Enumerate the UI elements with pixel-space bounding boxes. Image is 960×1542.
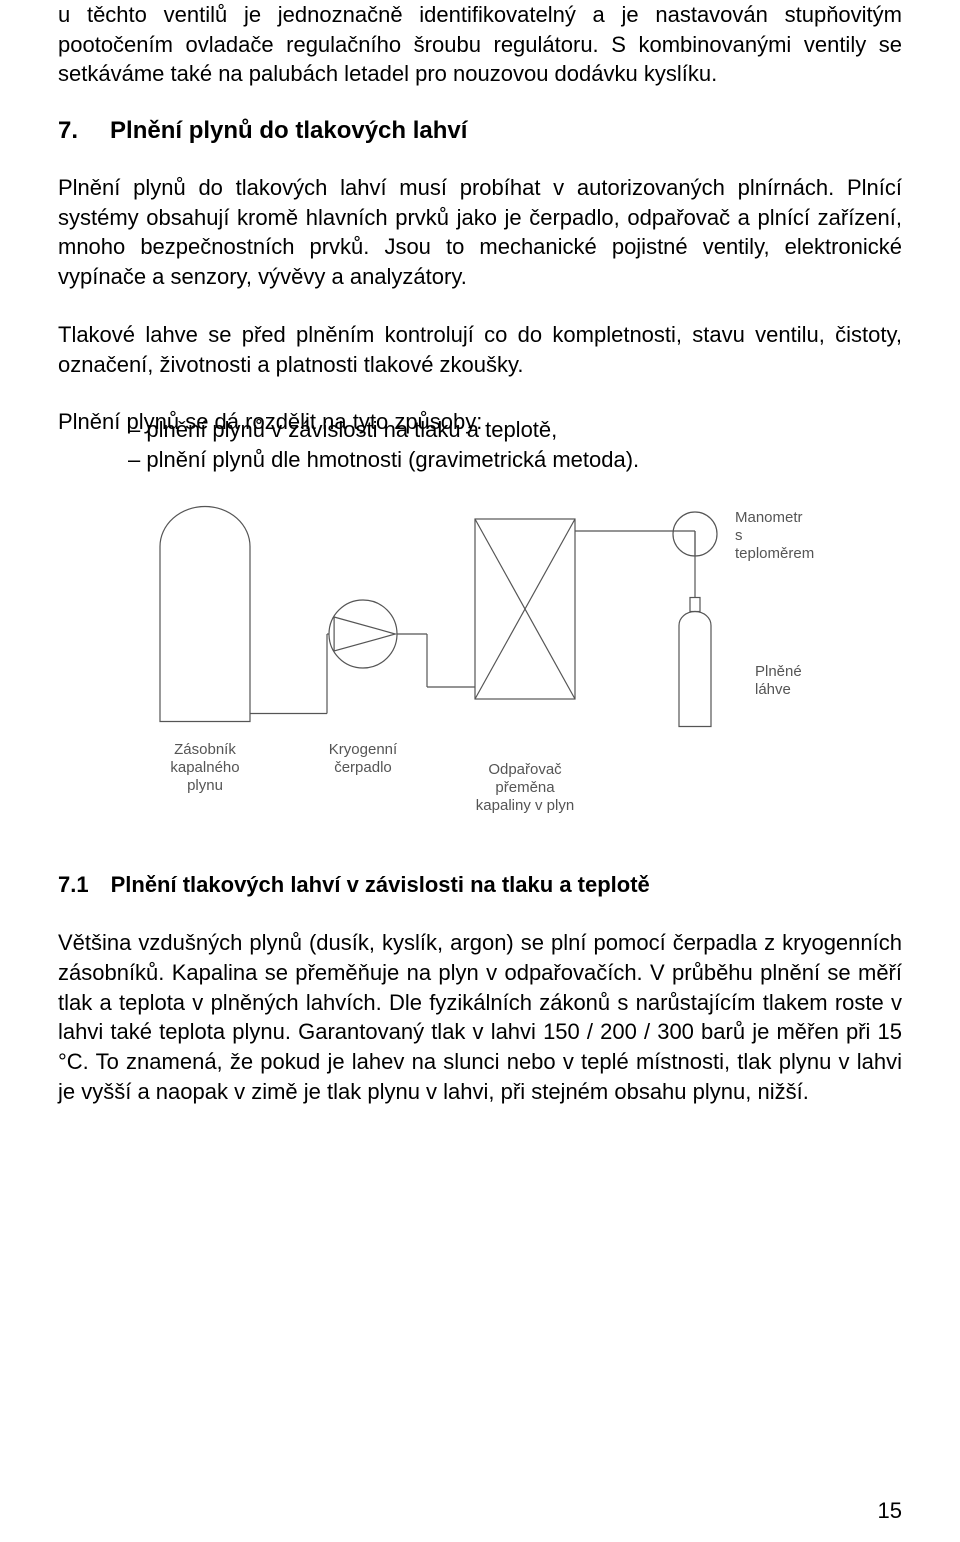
list-item: plnění plynů v závislosti na tlaku a tep… xyxy=(128,415,902,445)
page-number: 15 xyxy=(878,1498,902,1524)
paragraph-5: Většina vzdušných plynů (dusík, kyslík, … xyxy=(58,928,902,1106)
svg-text:čerpadlo: čerpadlo xyxy=(334,759,392,776)
svg-text:s: s xyxy=(735,527,743,544)
section-7-heading: 7. Plnění plynů do tlakových lahví xyxy=(58,117,902,145)
filling-process-diagram: Zásobníkkapalnéhoplynu Kryogenníčerpadlo O… xyxy=(58,494,902,834)
svg-text:Zásobník: Zásobník xyxy=(174,741,236,758)
section-7-title: Plnění plynů do tlakových lahví xyxy=(110,117,467,144)
paragraph-1: u těchto ventilů je jednoznačně identifi… xyxy=(58,0,902,89)
svg-text:plynu: plynu xyxy=(187,777,223,794)
subsection-7-1-title: Plnění tlakových lahví v závislosti na t… xyxy=(111,872,650,897)
svg-text:láhve: láhve xyxy=(755,681,791,698)
subsection-7-1-heading: 7.1 Plnění tlakových lahví v závislosti n… xyxy=(58,872,902,898)
svg-text:Kryogenní: Kryogenní xyxy=(329,741,398,758)
svg-text:Odpařovač: Odpařovač xyxy=(488,761,562,778)
svg-text:kapaliny v plyn: kapaliny v plyn xyxy=(476,797,574,814)
list-item: plnění plynů dle hmotnosti (gravimetrick… xyxy=(128,445,902,475)
paragraph-3: Tlakové lahve se před plněním kontrolují… xyxy=(58,320,902,379)
svg-text:přeměna: přeměna xyxy=(495,779,555,796)
svg-text:teploměrem: teploměrem xyxy=(735,545,814,562)
paragraph-2: Plnění plynů do tlakových lahví musí pro… xyxy=(58,173,902,292)
subsection-7-1-number: 7.1 xyxy=(58,872,89,898)
svg-text:Manometr: Manometr xyxy=(735,509,803,526)
svg-text:Plněné: Plněné xyxy=(755,663,802,680)
svg-text:kapalného: kapalného xyxy=(170,759,239,776)
section-7-number: 7. xyxy=(58,117,78,145)
method-list: plnění plynů v závislosti na tlaku a tep… xyxy=(128,415,902,474)
